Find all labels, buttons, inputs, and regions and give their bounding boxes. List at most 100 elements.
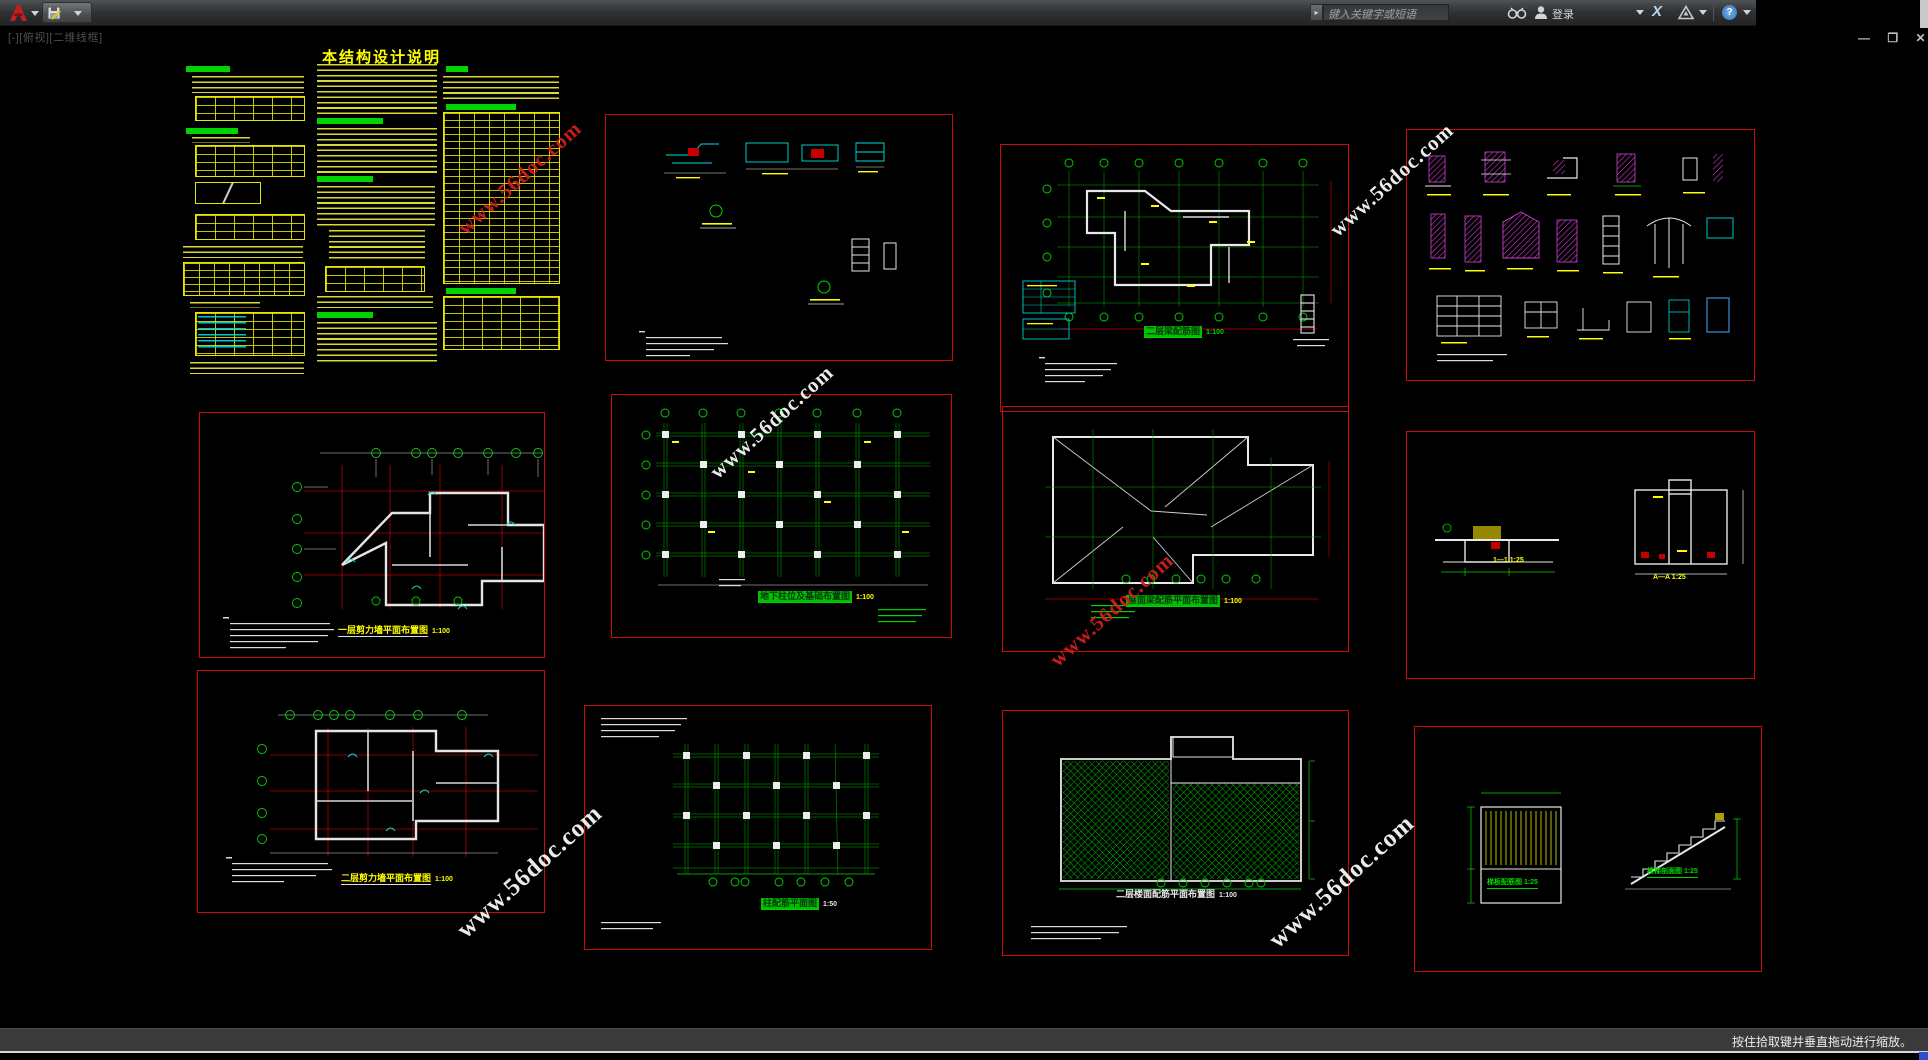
drawing-panel-second-floor-beam-plan: 二层梁配筋图 1:100 [1000, 144, 1349, 412]
search-arrow-button[interactable]: ▸ [1310, 3, 1323, 21]
slab-plan-drawing [1031, 736, 1315, 940]
notes-section-chip [317, 312, 373, 318]
title-scale: 1:100 [1224, 598, 1242, 605]
panel-title: 屋面梁配筋平面布置图 1:100 [1126, 595, 1242, 607]
title-scale: 1:100 [1206, 329, 1224, 336]
save-icon [47, 6, 61, 20]
notes-section-chip [186, 128, 238, 134]
notes-paragraph [329, 230, 425, 260]
signin-label[interactable]: 登录 [1552, 9, 1574, 21]
notes-table [195, 182, 261, 204]
signin-button[interactable] [1532, 3, 1550, 21]
foundation-details-drawing [639, 142, 897, 357]
detail-label: 1—1 1:25 [1493, 557, 1524, 564]
infocenter: ▸ 键入关键字或短语 [1310, 3, 1449, 21]
detail-label: A—A 1:25 [1653, 574, 1686, 581]
title-text: 一层剪力墙平面布置图 [338, 625, 429, 637]
panel-title: 地下柱位及基础布置图 1:100 [758, 591, 874, 603]
quick-access-toolbar [42, 2, 92, 23]
title-scale: 1:100 [435, 876, 453, 883]
notes-section-chip [446, 288, 516, 294]
drawing-panel-basement-columns: 地下柱位及基础布置图 1:100 [611, 394, 952, 638]
comm-caret-icon[interactable] [1699, 10, 1707, 15]
node-details-drawing [1425, 151, 1734, 362]
panel-title: 二层楼面配筋平面布置图 1:100 [1116, 889, 1237, 901]
notes-title: 本结构设计说明 [322, 49, 442, 66]
title-text: 二层楼面配筋平面布置图 [1116, 889, 1216, 899]
taskbar-edge [0, 1051, 1928, 1053]
qat-caret-icon[interactable] [74, 11, 82, 16]
detail-label: 梯板配筋图 1:25 [1487, 877, 1538, 889]
status-hint: 按住拾取键并垂直拖动进行缩放。 [1731, 1035, 1912, 1049]
communication-center-button[interactable] [1676, 4, 1696, 21]
help-caret-icon[interactable] [1743, 10, 1751, 15]
notes-section-chip [186, 66, 230, 72]
save-button[interactable] [46, 5, 62, 21]
notes-paragraph [190, 302, 260, 308]
drawing-panel-foundation-details [605, 114, 953, 361]
restore-button[interactable]: ❐ [1887, 31, 1901, 45]
notes-section-chip [317, 118, 383, 124]
structural-notes-sheet: 本结构设计说明 [183, 44, 563, 374]
notes-paragraph [317, 64, 437, 116]
beam-plan-drawing [1022, 158, 1332, 383]
drawing-panel-stair-details: 梯板配筋图 1:25 楼梯剖面图 1:25 [1414, 726, 1762, 972]
notes-paragraph [183, 246, 303, 258]
notes-table [325, 266, 425, 292]
title-text: 二层梁配筋图 [1144, 326, 1203, 338]
panel-title: 一层剪力墙平面布置图 1:100 [338, 625, 450, 637]
title-text: 地下柱位及基础布置图 [758, 591, 853, 603]
exchange-apps-button[interactable]: X [1652, 3, 1663, 20]
rebar-schedule-table [443, 112, 560, 284]
notes-paragraph [190, 362, 304, 374]
notes-section-chip [317, 176, 373, 182]
notes-cyan-entries [198, 316, 246, 352]
help-button[interactable]: ? [1722, 5, 1737, 20]
notes-paragraph [317, 296, 433, 308]
bottom-right-chip [1919, 1052, 1928, 1060]
bottom-strip [0, 1053, 1928, 1060]
close-button[interactable]: ✕ [1915, 31, 1928, 45]
binoculars-icon [1507, 7, 1527, 19]
stair-details-drawing [1467, 792, 1741, 904]
screen-edge-sliver [1920, 0, 1928, 28]
column-grid-drawing [601, 718, 879, 930]
detail-label: 楼梯剖面图 1:25 [1647, 866, 1698, 878]
titlebar-divider [1713, 5, 1714, 21]
document-window-controls: — ❐ ✕ [1848, 31, 1928, 45]
search-button[interactable] [1505, 3, 1529, 21]
search-input[interactable]: 键入关键字或短语 [1323, 3, 1449, 21]
notes-paragraph [443, 76, 559, 102]
column-plan-drawing [641, 408, 930, 623]
shearwall-plan-drawing [226, 710, 538, 883]
autocad-logo-icon [10, 5, 27, 21]
panel-title: 二层梁配筋图 1:100 [1144, 326, 1224, 338]
panel-title: 柱配筋平面图 1:50 [761, 898, 837, 910]
notes-table [195, 214, 305, 240]
notes-paragraph [192, 137, 250, 143]
app-menu-caret-icon[interactable] [31, 11, 39, 16]
section-details-drawing [1435, 479, 1744, 576]
roof-plan-drawing [1045, 429, 1330, 619]
notes-section-chip [446, 104, 516, 110]
notes-paragraph [192, 76, 304, 93]
notes-paragraph [317, 322, 437, 362]
title-scale: 1:100 [1219, 892, 1237, 899]
notes-table [195, 96, 305, 121]
drawing-panel-section-details: 1—1 1:25 A—A 1:25 [1406, 431, 1755, 679]
notes-table [195, 145, 305, 177]
viewport-controls-label[interactable]: [-][俯视][二维线框] [8, 32, 103, 44]
app-menu-button[interactable] [6, 3, 30, 23]
user-icon [1535, 5, 1547, 19]
drawing-panel-slab-plan: 二层楼面配筋平面布置图 1:100 [1002, 710, 1349, 956]
notes-table [183, 262, 305, 296]
minimize-button[interactable]: — [1858, 31, 1872, 45]
drawing-panel-roof-framing: 屋面梁配筋平面布置图 1:100 [1002, 406, 1349, 652]
signin-caret-icon[interactable] [1636, 10, 1644, 15]
title-text: 二层剪力墙平面布置图 [341, 873, 432, 885]
drawing-panel-node-details [1406, 129, 1755, 381]
shearwall-plan-drawing [223, 448, 546, 649]
title-scale: 1:100 [856, 594, 874, 601]
drawing-panel-second-floor-shearwall: 二层剪力墙平面布置图 1:100 [197, 670, 545, 913]
